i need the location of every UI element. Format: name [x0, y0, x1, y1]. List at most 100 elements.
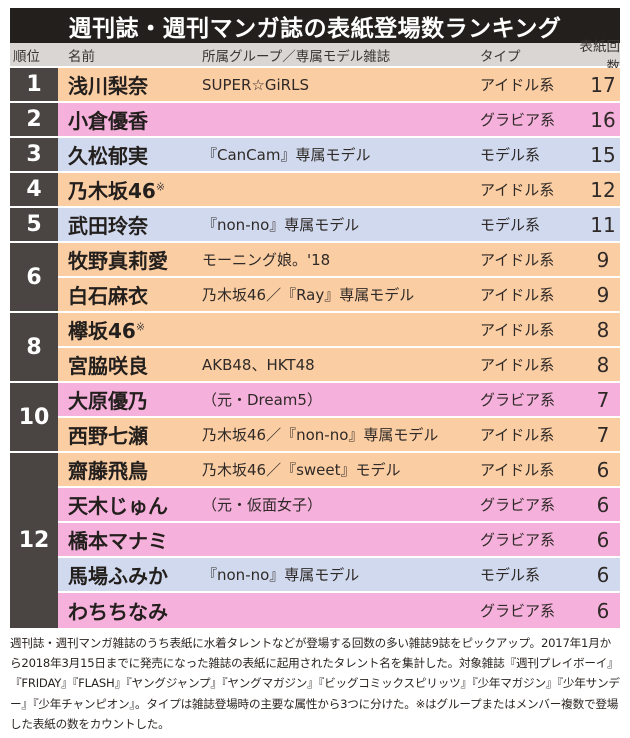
- affiliation: 『non-no』専属モデル: [202, 566, 360, 584]
- talent-name: 武田玲奈: [58, 210, 202, 239]
- cover-count: 11: [590, 212, 616, 237]
- talent-type: モデル系: [480, 216, 541, 234]
- talent-type: アイドル系: [480, 356, 555, 374]
- talent-type: グラビア系: [480, 531, 556, 549]
- cover-count: 6: [596, 562, 610, 587]
- cover-count: 6: [596, 492, 610, 517]
- table-row: 宮脇咲良 AKB48、HKT48 アイドル系 8: [58, 348, 620, 383]
- talent-name: 白石麻衣: [58, 280, 202, 309]
- cover-count: 8: [596, 317, 610, 342]
- talent-name-text: 西野七瀬: [68, 424, 148, 448]
- header-affiliation: 所属グループ／専属モデル雑誌: [202, 48, 391, 65]
- affiliation: 乃木坂46／『non-no』専属モデル: [202, 426, 439, 444]
- header-type: タイプ: [480, 48, 521, 65]
- talent-name-text: 白石麻衣: [68, 284, 148, 308]
- header-rank: 順位: [13, 48, 40, 65]
- talent-type: アイドル系: [480, 321, 555, 339]
- rank-cell: 3: [10, 138, 58, 173]
- rank-cell: 2: [10, 103, 58, 138]
- table-row: 天木じゅん （元・仮面女子） グラビア系 6: [58, 488, 620, 523]
- cover-count: 9: [596, 247, 610, 272]
- talent-name: 浅川梨奈: [58, 70, 202, 99]
- cover-count: 8: [596, 352, 610, 377]
- affiliation: 乃木坂46／『Ray』専属モデル: [202, 286, 415, 304]
- cover-count: 17: [590, 72, 616, 97]
- rank-cell: 12: [10, 453, 58, 628]
- table-body: 1 2 3 4 5 6 8 10 12 浅川梨奈 SUPER☆GiRLS アイドル系 17 小倉優香 グラ…: [10, 68, 620, 628]
- talent-name: 小倉優香: [58, 105, 202, 134]
- talent-name-text: 欅坂46: [68, 319, 136, 343]
- rank-cell: 1: [10, 68, 58, 103]
- talent-name-text: 橋本マナミ: [68, 529, 168, 553]
- table-title: 週刊誌・週刊マンガ誌の表紙登場数ランキング: [10, 8, 620, 43]
- cover-count: 7: [596, 422, 610, 447]
- talent-type: アイドル系: [480, 461, 555, 479]
- talent-name: 西野七瀬: [58, 420, 202, 449]
- talent-name: 橋本マナミ: [58, 525, 202, 554]
- talent-name-text: 久松郁実: [68, 144, 148, 168]
- table-row: 武田玲奈 『non-no』専属モデル モデル系 11: [58, 208, 620, 243]
- rank-cell: 10: [10, 383, 58, 453]
- group-note-mark: ※: [155, 180, 166, 194]
- talent-name-text: 宮脇咲良: [68, 354, 148, 378]
- table-row: 浅川梨奈 SUPER☆GiRLS アイドル系 17: [58, 68, 620, 103]
- cover-count: 16: [590, 107, 616, 132]
- talent-type: グラビア系: [480, 602, 556, 620]
- talent-type: グラビア系: [480, 111, 556, 129]
- affiliation: 乃木坂46／『sweet』モデル: [202, 461, 401, 479]
- talent-name: 久松郁実: [58, 140, 202, 169]
- cover-count: 6: [596, 527, 610, 552]
- affiliation: AKB48、HKT48: [202, 356, 315, 374]
- talent-name: 欅坂46※: [58, 315, 202, 344]
- talent-name-text: わちちなみ: [68, 600, 168, 624]
- talent-name-text: 馬場ふみか: [68, 564, 168, 588]
- talent-name-text: 乃木坂46: [68, 179, 156, 203]
- talent-name: 天木じゅん: [58, 490, 202, 519]
- table-row: 牧野真莉愛 モーニング娘。'18 アイドル系 9: [58, 243, 620, 278]
- table-row: 西野七瀬 乃木坂46／『non-no』専属モデル アイドル系 7: [58, 418, 620, 453]
- talent-type: グラビア系: [480, 496, 556, 514]
- ranking-table: 週刊誌・週刊マンガ誌の表紙登場数ランキング 順位 名前 所属グループ／専属モデル…: [10, 8, 620, 628]
- footnote: 週刊誌・週刊マンガ雑誌のうち表紙に水着タレントなどが登場する回数の多い雑誌9誌を…: [10, 636, 620, 731]
- talent-name-text: 天木じゅん: [68, 494, 168, 518]
- talent-name: わちちなみ: [58, 596, 202, 625]
- talent-name: 牧野真莉愛: [58, 245, 202, 274]
- cover-count: 15: [590, 142, 616, 167]
- table-row: 欅坂46※ アイドル系 8: [58, 313, 620, 348]
- talent-type: アイドル系: [480, 426, 555, 444]
- table-row: 馬場ふみか 『non-no』専属モデル モデル系 6: [58, 558, 620, 593]
- affiliation: 『CanCam』専属モデル: [202, 146, 371, 164]
- table-row: 大原優乃 （元・Dream5） グラビア系 7: [58, 383, 620, 418]
- affiliation: モーニング娘。'18: [202, 251, 331, 269]
- talent-type: グラビア系: [480, 391, 556, 409]
- talent-name-text: 小倉優香: [68, 109, 148, 133]
- table-row: 小倉優香 グラビア系 16: [58, 103, 620, 138]
- talent-type: アイドル系: [480, 181, 555, 199]
- table-row: 久松郁実 『CanCam』専属モデル モデル系 15: [58, 138, 620, 173]
- table-row: 白石麻衣 乃木坂46／『Ray』専属モデル アイドル系 9: [58, 278, 620, 313]
- talent-name: 齋藤飛鳥: [58, 455, 202, 484]
- rank-cell: 8: [10, 313, 58, 383]
- talent-name-text: 齋藤飛鳥: [68, 459, 148, 483]
- talent-name-text: 浅川梨奈: [68, 74, 148, 98]
- cover-count: 12: [590, 177, 616, 202]
- rank-cell: 5: [10, 208, 58, 243]
- table-row: わちちなみ グラビア系 6: [58, 593, 620, 628]
- talent-name-text: 武田玲奈: [68, 214, 148, 238]
- affiliation: 『non-no』専属モデル: [202, 216, 360, 234]
- table-row: 橋本マナミ グラビア系 6: [58, 523, 620, 558]
- rank-cell: 6: [10, 243, 58, 313]
- talent-type: アイドル系: [480, 251, 555, 269]
- cover-count: 7: [596, 387, 610, 412]
- column-header-row: 順位 名前 所属グループ／専属モデル雑誌 タイプ 表紙回数: [10, 39, 620, 75]
- talent-type: モデル系: [480, 566, 541, 584]
- talent-name: 宮脇咲良: [58, 350, 202, 379]
- affiliation: SUPER☆GiRLS: [202, 75, 309, 94]
- table-row: 齋藤飛鳥 乃木坂46／『sweet』モデル アイドル系 6: [58, 453, 620, 488]
- cover-count: 6: [596, 457, 610, 482]
- affiliation: （元・Dream5）: [202, 391, 322, 409]
- rows-column: 浅川梨奈 SUPER☆GiRLS アイドル系 17 小倉優香 グラビア系 16 久松郁実 『Ca…: [58, 68, 620, 628]
- talent-type: モデル系: [480, 146, 541, 164]
- talent-name: 大原優乃: [58, 385, 202, 414]
- talent-name: 乃木坂46※: [58, 175, 202, 204]
